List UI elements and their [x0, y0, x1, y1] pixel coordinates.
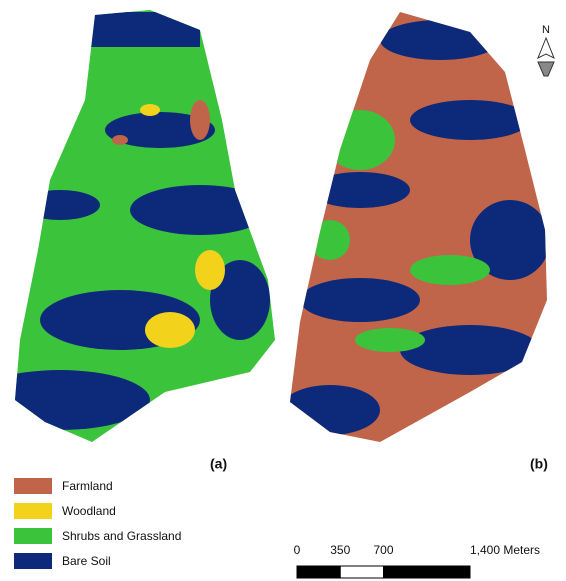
legend-swatch	[14, 553, 52, 569]
legend-label: Bare Soil	[62, 554, 111, 568]
scale-label: 0	[294, 543, 301, 557]
legend-swatch	[14, 528, 52, 544]
north-arrow: N	[538, 24, 554, 76]
scale-bar: 0 350 700 1,400 Meters	[294, 543, 540, 578]
map-a	[0, 0, 290, 460]
legend-swatch	[14, 503, 52, 519]
scale-label: 700	[373, 543, 393, 557]
figure: N (a) (b) Farmland Woodland Shrubs and Gra…	[0, 0, 566, 581]
legend-label: Woodland	[62, 504, 116, 518]
scale-segment	[384, 566, 471, 578]
map-b	[280, 0, 560, 460]
legend-swatch	[14, 478, 52, 494]
scale-segment	[297, 566, 340, 578]
legend: Farmland Woodland Shrubs and Grassland Bare…	[14, 478, 181, 569]
legend-label: Shrubs and Grassland	[62, 529, 181, 543]
panel-label: (b)	[530, 456, 548, 472]
north-label: N	[542, 24, 550, 36]
scale-label: 1,400 Meters	[470, 543, 540, 557]
scale-label: 350	[330, 543, 350, 557]
scale-segment	[340, 566, 383, 578]
legend-label: Farmland	[62, 479, 113, 493]
page: N (a) (b) Farmland Woodland Shrubs and Gra…	[0, 0, 566, 581]
panel-label: (a)	[210, 456, 227, 472]
